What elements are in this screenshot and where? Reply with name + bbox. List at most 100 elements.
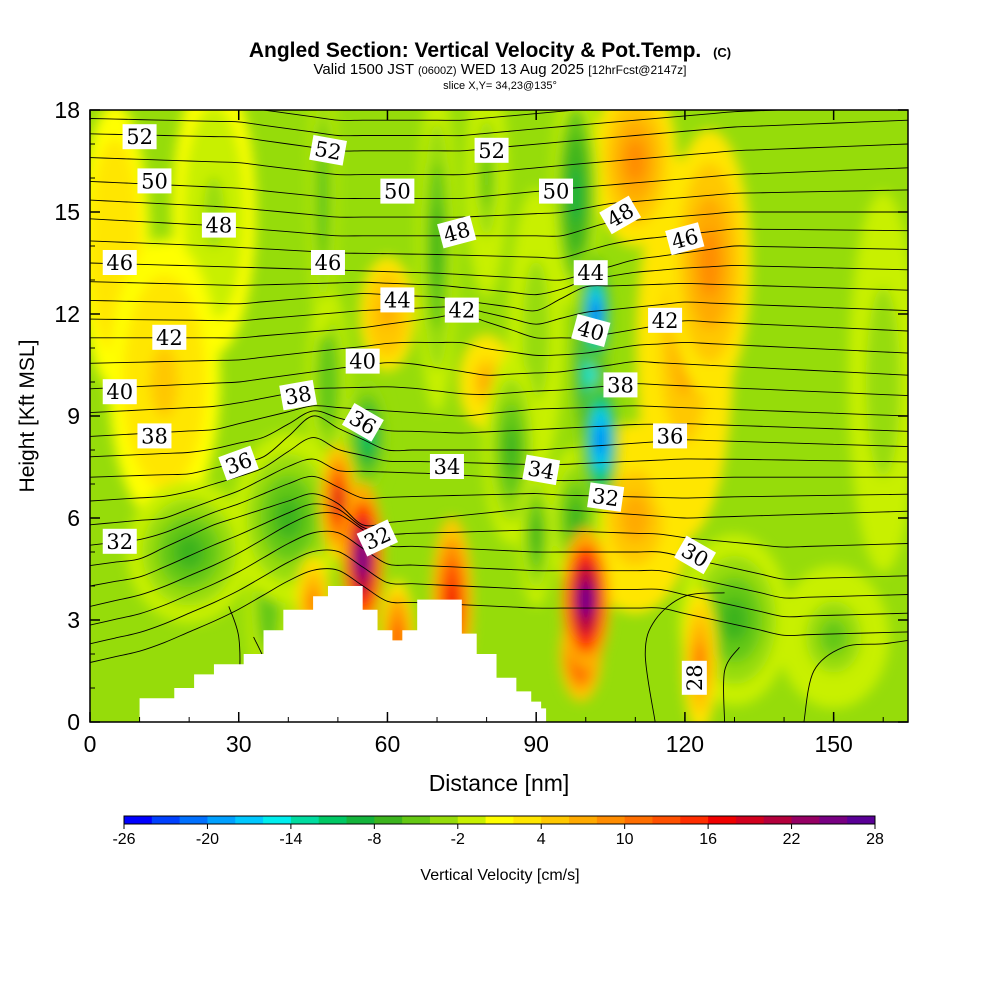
theta-isoline	[90, 437, 908, 502]
theta-label-text: 38	[141, 424, 168, 448]
theta-label-box	[102, 528, 137, 554]
velocity-level	[596, 423, 606, 457]
colorbar-swatch	[596, 816, 626, 824]
colorbar-tick-label: -8	[367, 831, 381, 848]
svg-text:Angled Section: Vertical Veloc: Angled Section: Vertical Velocity & Pot.…	[249, 39, 731, 62]
theta-isoline	[90, 568, 908, 663]
valid-forecast: [12hrFcst@2147z]	[588, 63, 686, 77]
theta-label: 50	[380, 178, 415, 204]
theta-label-box	[341, 403, 384, 442]
colorbar-swatch	[374, 816, 403, 824]
colorbar-swatch	[569, 816, 598, 824]
y-tick-label: 0	[67, 709, 80, 735]
velocity-level	[319, 159, 327, 231]
y-tick-label: 3	[67, 607, 80, 633]
velocity-cell	[668, 129, 752, 397]
colorbar-swatch	[429, 816, 459, 824]
y-tick-label: 18	[54, 97, 80, 123]
theta-label-box	[437, 215, 477, 249]
theta-isoline	[90, 493, 908, 567]
theta-isoline	[90, 361, 908, 390]
theta-isoline	[90, 282, 908, 312]
theta-label: 28	[681, 660, 707, 695]
theta-label-box	[573, 260, 608, 286]
title-unit: (C)	[713, 45, 731, 60]
velocity-level	[699, 229, 721, 297]
colorbar-swatch	[346, 816, 375, 824]
theta-label: 52	[474, 137, 509, 163]
theta-label-text: 32	[106, 530, 133, 554]
theta-label-text: 28	[683, 664, 707, 691]
theta-label-box	[137, 168, 172, 194]
theta-label: 50	[137, 168, 172, 194]
potential-temperature-isolines	[90, 110, 908, 722]
theta-label-text: 40	[106, 380, 133, 404]
theta-label: 40	[571, 314, 611, 347]
theta-label-box	[474, 137, 509, 163]
velocity-level	[322, 358, 334, 406]
theta-label: 46	[102, 250, 137, 275]
velocity-level	[568, 500, 583, 536]
velocity-level	[819, 619, 848, 655]
theta-isoline	[90, 143, 908, 176]
theta-label-text: 50	[141, 169, 168, 193]
theta-label-box	[653, 423, 688, 449]
theta-label-box	[648, 307, 683, 333]
velocity-cell	[778, 565, 890, 709]
velocity-level	[274, 496, 303, 540]
y-tick-label: 6	[67, 505, 80, 531]
theta-label: 34	[522, 454, 561, 486]
colorbar-tick-label: 28	[866, 831, 884, 848]
chart-title: Angled Section: Vertical Velocity & Pot.…	[249, 39, 731, 92]
theta-isoline	[803, 639, 908, 722]
x-tick-label: 120	[666, 731, 704, 757]
theta-label-text: 52	[478, 139, 505, 163]
velocity-level	[529, 295, 544, 367]
colorbar-tick-label: -2	[451, 831, 465, 848]
y-axis-label: Height [Kft MSL]	[16, 340, 39, 493]
theta-isoline	[90, 228, 908, 259]
theta-label: 52	[309, 135, 347, 166]
theta-label-text: 44	[384, 288, 411, 312]
theta-isoline	[90, 189, 908, 218]
velocity-cell	[682, 589, 718, 722]
theta-isoline	[90, 549, 908, 645]
theta-label: 38	[279, 379, 318, 411]
colorbar-swatch	[318, 816, 348, 824]
theta-isoline	[90, 301, 908, 325]
x-axis: 0 30 60 90 120 150	[84, 110, 884, 757]
theta-label-box	[102, 379, 137, 405]
theta-label: 48	[201, 212, 236, 238]
theta-label: 44	[380, 287, 415, 313]
theta-isoline	[90, 341, 908, 364]
theta-label-box	[522, 454, 561, 486]
x-tick-label: 90	[523, 731, 549, 757]
velocity-cell	[126, 480, 252, 624]
theta-label-text: 42	[448, 299, 475, 323]
theta-label-box	[571, 314, 611, 347]
theta-label: 40	[102, 379, 137, 405]
colorbar-swatch	[402, 816, 431, 824]
y-tick-label: 12	[54, 301, 80, 327]
colorbar-swatch	[819, 816, 848, 824]
velocity-cell	[309, 110, 337, 338]
terrain	[90, 586, 908, 722]
theta-label: 36	[653, 423, 688, 449]
valid-date: WED 13 Aug 2025	[461, 61, 584, 78]
theta-label-text: 44	[577, 261, 604, 285]
theta-label-text: 34	[526, 456, 556, 484]
colorbar-swatch	[541, 816, 570, 824]
theta-label: 42	[152, 324, 187, 350]
theta-label-text: 52	[313, 137, 343, 165]
velocity-level	[874, 334, 892, 430]
colorbar-swatch	[680, 816, 709, 824]
theta-label-text: 50	[543, 180, 570, 204]
theta-label: 50	[539, 178, 574, 204]
velocity-level	[173, 534, 205, 570]
colorbar-swatch	[290, 816, 320, 824]
theta-label-box	[122, 124, 157, 150]
theta-isoline	[90, 475, 908, 546]
theta-label: 42	[648, 307, 683, 333]
